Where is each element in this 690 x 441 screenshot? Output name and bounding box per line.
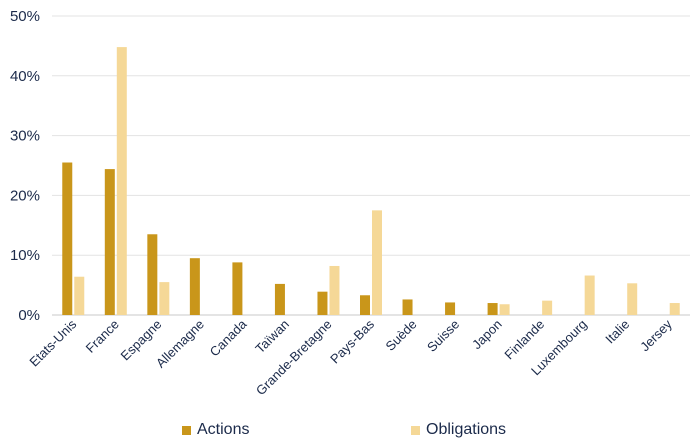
bar-obligations [627, 283, 638, 315]
bar-actions [487, 303, 498, 315]
x-category-label: Grande-Bretagne [253, 317, 335, 399]
y-tick-label: 10% [10, 247, 40, 264]
bar-obligations [159, 282, 170, 315]
bar-obligations [329, 265, 340, 315]
legend-label-actions: Actions [197, 421, 250, 438]
x-category-label: Suisse [424, 317, 462, 355]
y-axis-ticks: 0% 10% 20% 30% 40% 50% [10, 8, 40, 324]
bar-actions [445, 302, 456, 315]
bar-actions [147, 234, 158, 315]
x-category-label: Pays-Bas [327, 316, 377, 366]
x-category-label: France [83, 317, 122, 356]
bar-obligations [74, 276, 85, 315]
x-category-label: Suède [382, 317, 419, 354]
x-category-label: Jersey [637, 316, 675, 354]
x-category-label: Italie [602, 317, 632, 347]
x-category-label: Taïwan [252, 317, 292, 357]
legend-swatch-actions [182, 425, 191, 435]
legend-item-actions: Actions [182, 420, 249, 440]
y-tick-label: 40% [10, 68, 40, 85]
bar-obligations [669, 303, 680, 315]
x-category-label: Japon [469, 317, 505, 353]
bar-obligations [372, 210, 382, 315]
y-tick-label: 30% [10, 128, 40, 145]
bar-actions [189, 258, 200, 315]
bar-actions [274, 283, 285, 315]
x-category-label: Etats-Unis [26, 316, 79, 369]
legend-swatch-obligations [411, 425, 420, 435]
gridlines [52, 15, 690, 316]
y-tick-label: 0% [18, 307, 40, 324]
bar-obligations [584, 275, 595, 315]
bar-actions [360, 295, 370, 315]
bar-obligations [499, 304, 510, 315]
y-tick-label: 50% [10, 8, 40, 25]
bars [62, 47, 680, 315]
legend-item-obligations: Obligations [411, 420, 506, 440]
bar-actions [104, 169, 115, 315]
x-category-label: Canada [207, 316, 250, 359]
y-tick-label: 20% [10, 187, 40, 204]
bar-actions [402, 299, 413, 315]
legend-label-obligations: Obligations [426, 421, 507, 438]
bar-obligations [542, 300, 553, 315]
legend: Actions Obligations [0, 420, 690, 440]
bar-actions [62, 162, 73, 315]
bar-actions [232, 262, 243, 315]
bar-obligations [116, 47, 127, 315]
bar-actions [317, 291, 328, 315]
